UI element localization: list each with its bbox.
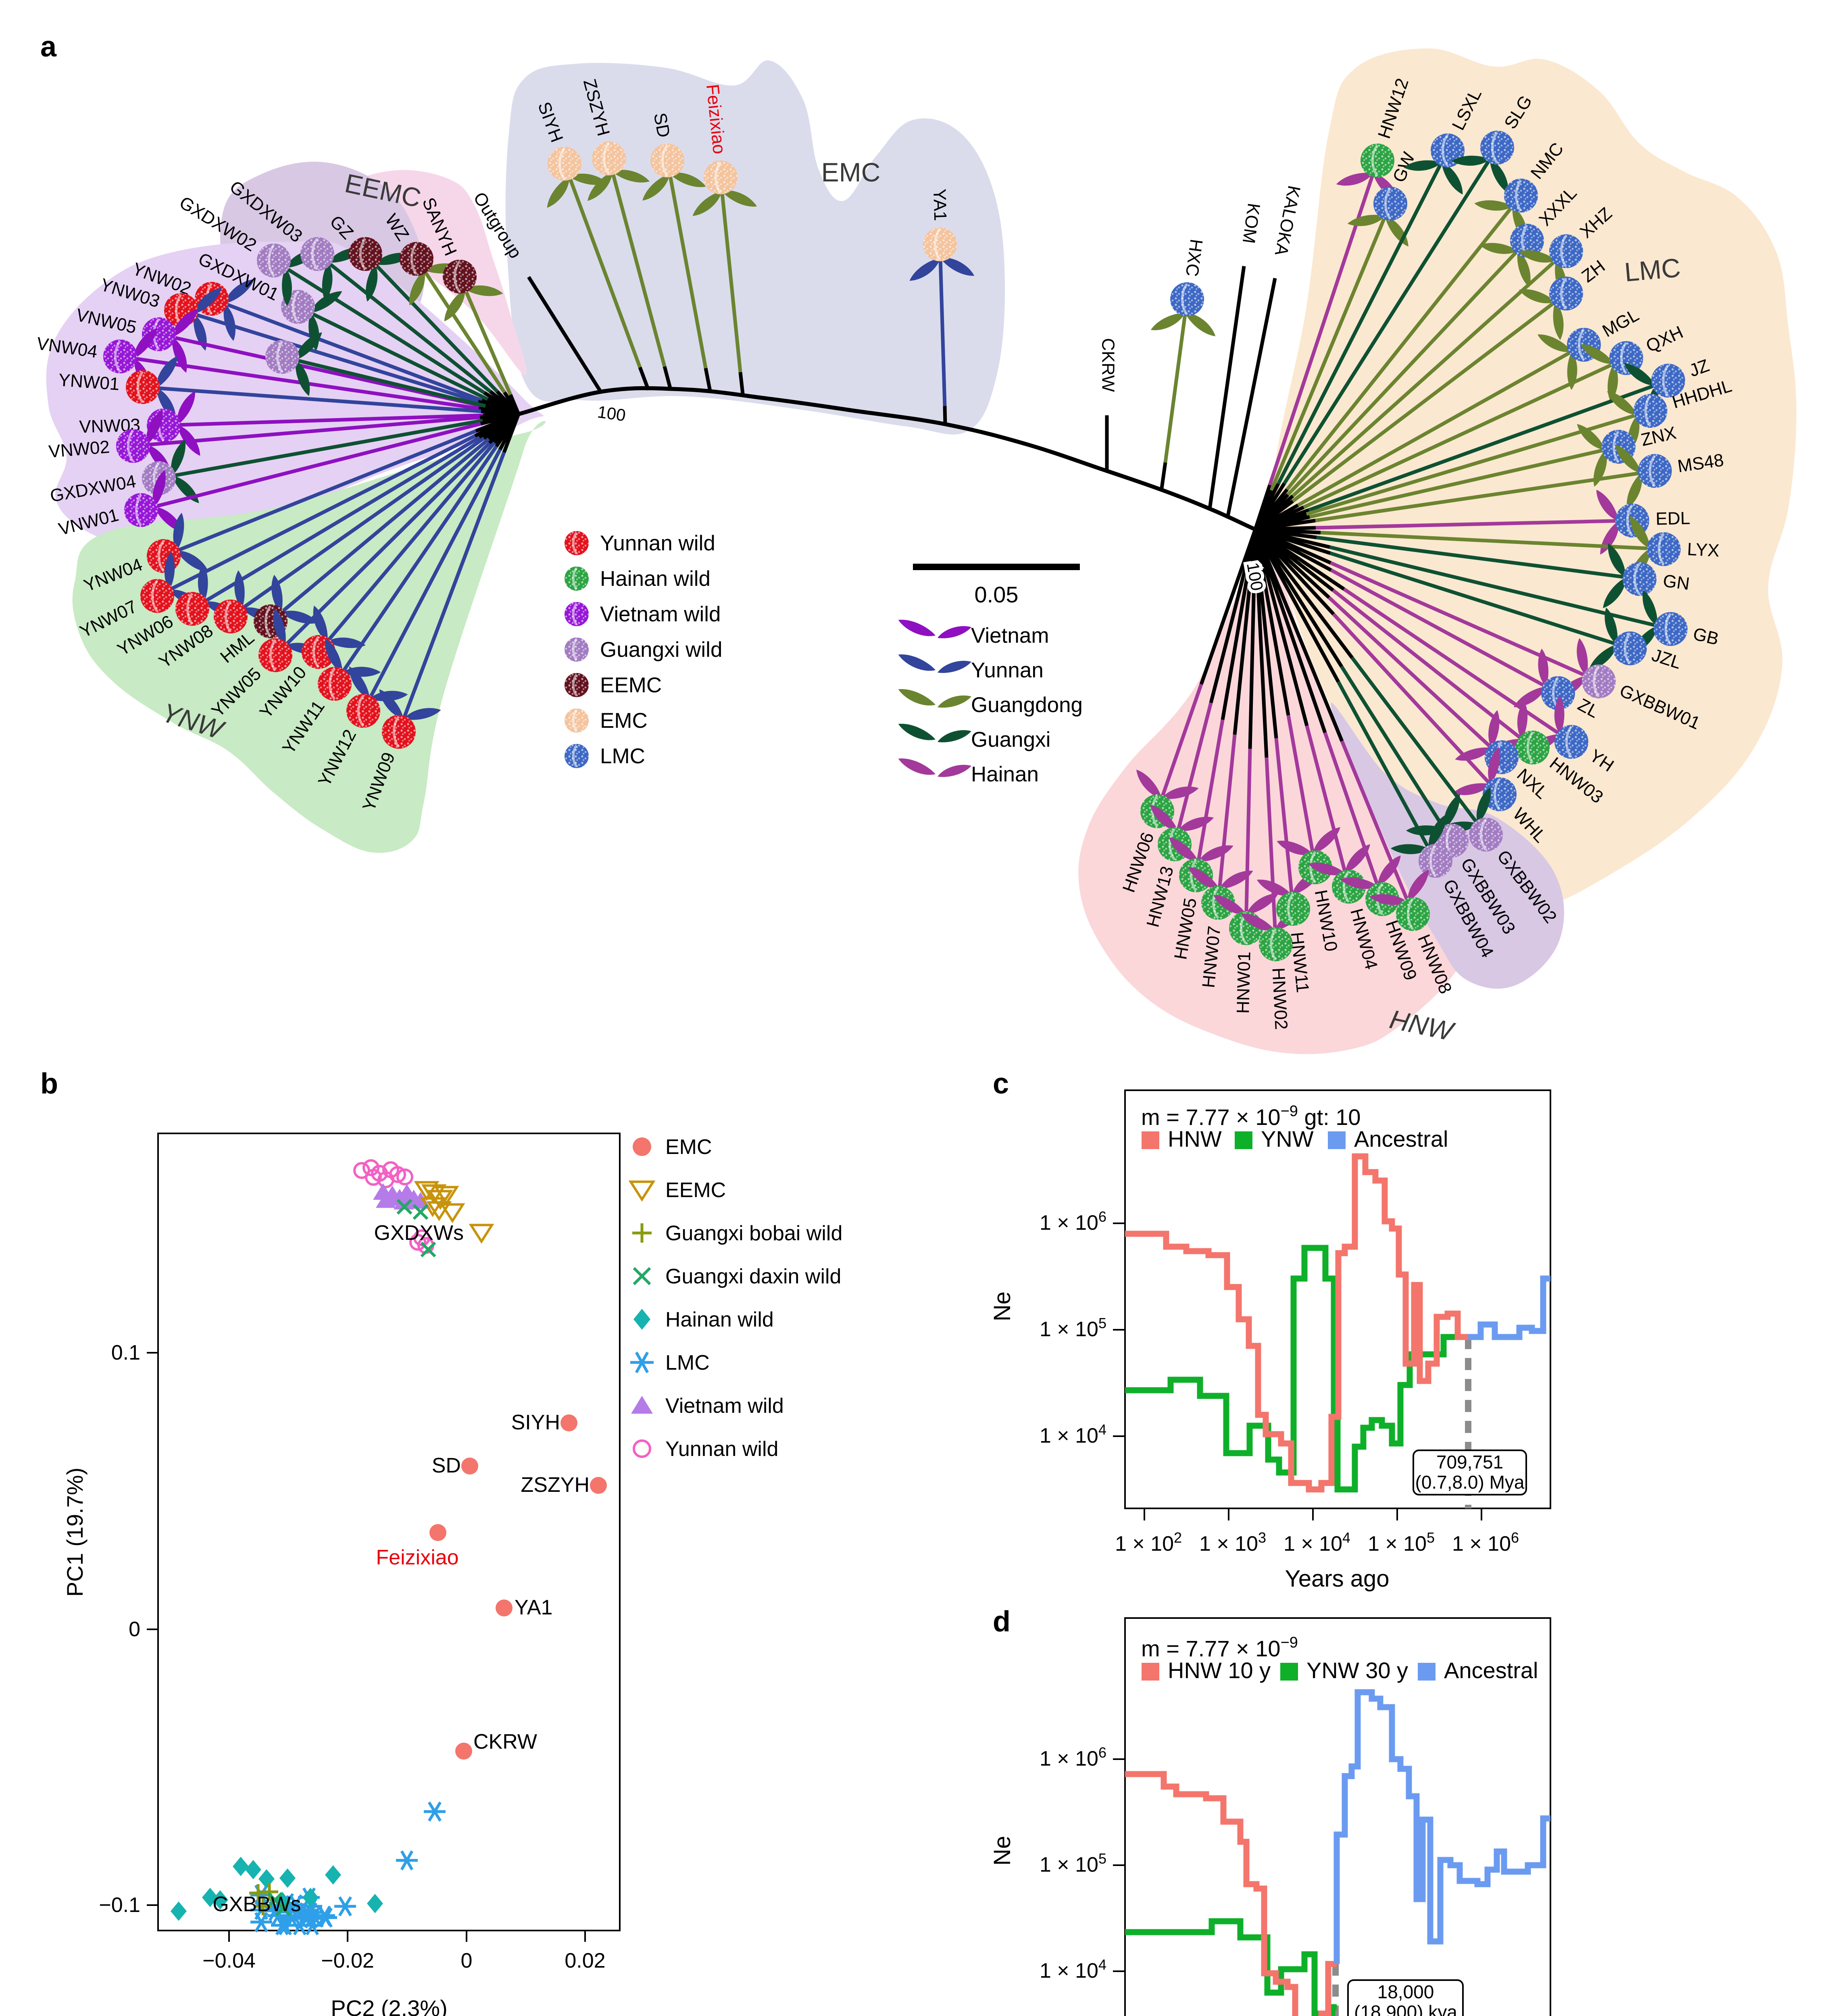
svg-text:0: 0 [461,1949,473,1972]
svg-text:−0.04: −0.04 [202,1949,256,1972]
svg-text:PC2 (2.3%): PC2 (2.3%) [331,1995,447,2016]
svg-text:YNW 30 y: YNW 30 y [1306,1658,1408,1683]
svg-text:1 × 106: 1 × 106 [1452,1529,1519,1556]
svg-text:−0.02: −0.02 [321,1949,374,1972]
svg-text:LMC: LMC [1623,252,1681,287]
svg-text:0: 0 [129,1618,140,1641]
svg-text:LMC: LMC [665,1351,710,1375]
svg-text:(0.7,8.0) Mya: (0.7,8.0) Mya [1415,1472,1525,1493]
svg-text:Hainan wild: Hainan wild [600,567,710,591]
svg-text:YA1: YA1 [515,1596,552,1619]
svg-text:1 × 106: 1 × 106 [1040,1744,1106,1770]
svg-text:Ancestral: Ancestral [1444,1658,1538,1683]
svg-text:1 × 102: 1 × 102 [1115,1529,1182,1556]
svg-text:LYX: LYX [1687,539,1720,561]
svg-text:GN: GN [1662,571,1691,594]
svg-text:HNW: HNW [1168,1126,1222,1152]
svg-text:HNW 10 y: HNW 10 y [1168,1658,1271,1683]
svg-text:CKRW: CKRW [473,1730,537,1754]
svg-text:YNW01: YNW01 [58,370,120,394]
svg-text:HNW02: HNW02 [1268,967,1291,1030]
svg-text:1 × 105: 1 × 105 [1040,1850,1106,1876]
svg-text:709,751: 709,751 [1436,1452,1503,1472]
svg-text:EMC: EMC [600,709,648,733]
svg-text:Guangxi wild: Guangxi wild [600,638,722,662]
svg-text:CKRW: CKRW [1098,338,1118,392]
svg-text:Vietnam: Vietnam [971,624,1049,648]
svg-text:0.05: 0.05 [975,582,1019,607]
svg-text:1 × 105: 1 × 105 [1040,1315,1106,1341]
svg-text:EEMC: EEMC [665,1179,726,1202]
svg-text:Feizixiao: Feizixiao [376,1546,458,1569]
svg-text:b: b [40,1068,58,1100]
svg-text:GXBBWs: GXBBWs [213,1893,301,1916]
svg-text:0.02: 0.02 [565,1949,605,1972]
svg-text:EEMC: EEMC [600,673,662,697]
svg-text:YNW: YNW [1261,1126,1314,1152]
svg-text:SD: SD [432,1454,461,1477]
svg-text:PC1 (19.7%): PC1 (19.7%) [62,1468,88,1597]
svg-text:EMC: EMC [821,157,881,187]
svg-text:1 × 104: 1 × 104 [1040,1421,1106,1447]
svg-text:ZSZYH: ZSZYH [521,1473,590,1497]
svg-text:m = 7.77 × 10−9: m = 7.77 × 10−9 [1141,1634,1298,1661]
svg-text:Hainan: Hainan [971,762,1039,786]
svg-text:YA1: YA1 [929,188,950,221]
svg-text:Ne: Ne [989,1836,1015,1866]
svg-text:Yunnan: Yunnan [971,658,1044,682]
svg-text:−0.1: −0.1 [99,1893,140,1917]
svg-text:1 × 104: 1 × 104 [1040,1956,1106,1983]
svg-text:Yunnan wild: Yunnan wild [665,1437,778,1461]
svg-text:LMC: LMC [600,744,645,768]
svg-text:1 × 103: 1 × 103 [1199,1529,1266,1556]
svg-text:d: d [993,1606,1011,1638]
svg-text:1 × 105: 1 × 105 [1368,1529,1435,1556]
svg-text:Ne: Ne [989,1291,1015,1321]
svg-text:Vietnam wild: Vietnam wild [665,1394,784,1418]
svg-text:Hainan wild: Hainan wild [665,1308,774,1331]
svg-text:Guangxi: Guangxi [971,728,1050,752]
svg-text:0.1: 0.1 [111,1341,140,1364]
svg-text:Guangxi bobai wild: Guangxi bobai wild [665,1222,842,1245]
svg-text:Yunnan wild: Yunnan wild [600,531,715,555]
svg-text:EDL: EDL [1655,508,1690,529]
svg-text:Ancestral: Ancestral [1354,1126,1448,1152]
svg-text:Guangxi daxin wild: Guangxi daxin wild [665,1265,841,1288]
svg-text:1 × 104: 1 × 104 [1283,1529,1350,1556]
svg-text:a: a [40,31,57,63]
svg-text:SD: SD [650,111,674,139]
svg-text:100: 100 [596,402,627,425]
svg-text:EMC: EMC [665,1135,712,1159]
svg-text:Vietnam wild: Vietnam wild [600,602,721,626]
svg-text:SIYH: SIYH [511,1411,560,1434]
svg-text:Guangdong: Guangdong [971,693,1083,717]
svg-text:GXDXWs: GXDXWs [374,1221,464,1245]
svg-text:(18,900) kya: (18,900) kya [1354,2001,1457,2016]
svg-text:HNW01: HNW01 [1233,951,1254,1014]
svg-text:m = 7.77 × 10−9 gt: 10: m = 7.77 × 10−9 gt: 10 [1141,1103,1361,1130]
svg-text:18,000: 18,000 [1377,1981,1434,2002]
svg-text:Years ago: Years ago [1285,1566,1389,1592]
svg-text:c: c [993,1068,1009,1100]
svg-text:1 × 106: 1 × 106 [1040,1208,1106,1235]
